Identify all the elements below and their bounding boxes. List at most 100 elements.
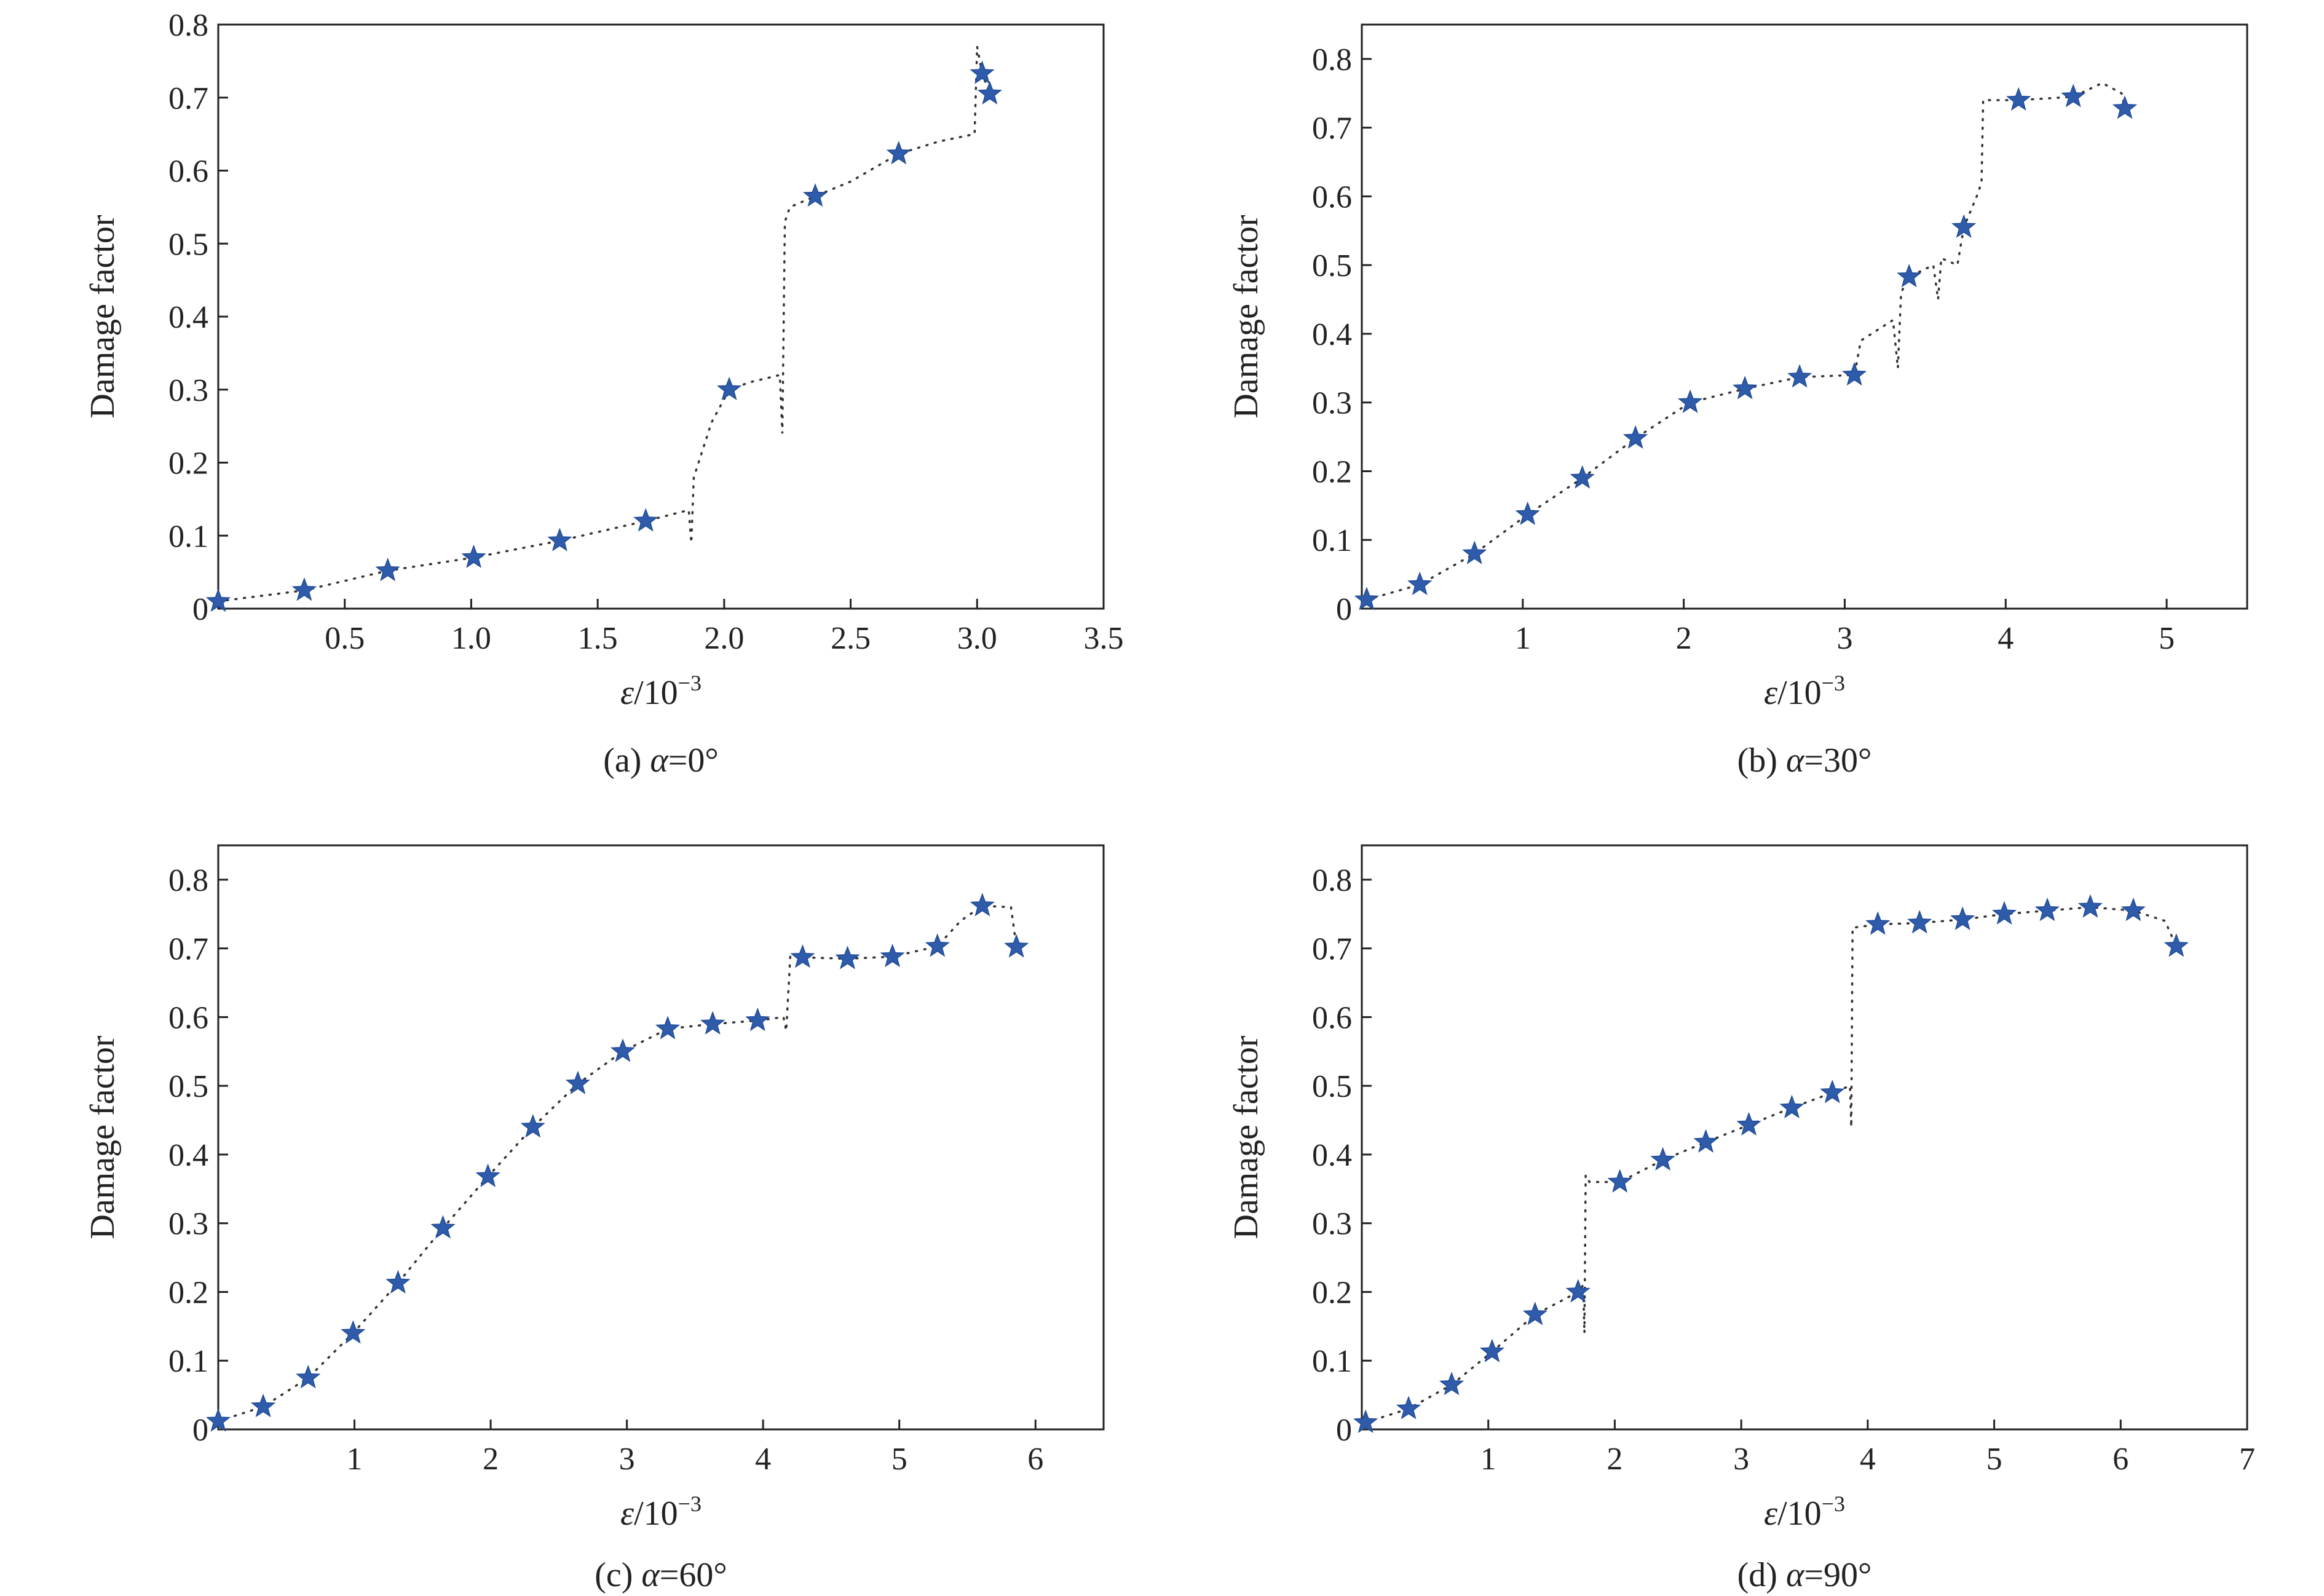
star-marker [341,1320,366,1344]
x-tick-label: 1.5 [578,621,618,656]
star-marker [1439,1372,1464,1396]
y-tick-label: 0.6 [1312,1000,1352,1035]
star-marker [1515,501,1540,526]
x-axis-unit: /10 [634,1495,678,1533]
x-axis-label: ε/10−3 [1764,671,1845,712]
x-axis-exponent: −3 [1822,671,1845,695]
damage-curve [1364,906,2178,1424]
x-tick-label: 1 [347,1442,363,1477]
x-axis-unit: /10 [634,674,678,712]
star-marker [925,933,950,957]
star-marker [475,1163,500,1187]
star-marker [1677,389,1703,413]
x-tick-label: 3.5 [1084,621,1124,656]
caption-prefix: (c) [595,1556,641,1594]
damage-curve [217,904,1018,1423]
star-marker [1842,361,1867,386]
x-tick-label: 2.5 [831,621,871,656]
curve-group [217,46,991,602]
star-marker [745,1007,770,1032]
star-marker [1736,1112,1761,1136]
star-marker [296,1365,321,1389]
x-axis-label: ε/10−3 [1764,1491,1845,1533]
damage-curve [1366,82,2126,601]
y-tick-label: 0.5 [1312,248,1352,283]
x-tick-label: 0.5 [325,621,365,656]
star-marker [610,1038,636,1062]
star-marker [1004,934,1029,958]
y-tick-label: 0.4 [1312,1138,1352,1173]
x-tick-label: 3 [1836,621,1852,656]
x-tick-label: 4 [1998,621,2014,656]
star-marker [2077,894,2103,918]
panel-caption: (d) α=90° [1737,1556,1872,1594]
curve-group [217,904,1018,1423]
x-tick-label: 5 [2159,621,2175,656]
y-tick-label: 0 [1336,1413,1352,1448]
caption-var: α [1786,741,1805,780]
x-axis-unit: /10 [1777,674,1822,712]
y-tick-label: 0 [1336,592,1352,627]
y-tick-label: 0.1 [168,1344,208,1379]
star-group [205,60,1002,612]
star-marker [1522,1302,1547,1325]
x-tick-label: 3 [619,1442,635,1477]
star-marker [802,183,828,207]
y-tick-label: 0.2 [1312,454,1352,489]
tick-group: 0 0.1 0.2 0.3 0.4 0.5 0.6 0.7 0.8 0.5 1.0 1.5 2.0 2.5… [168,8,1124,656]
x-tick-label: 4 [755,1442,771,1477]
y-axis-label: Damage factor [1227,1035,1265,1239]
y-tick-label: 0.1 [168,519,208,554]
star-marker [1354,587,1379,610]
y-tick-label: 0.2 [168,1275,208,1310]
star-marker [970,60,995,84]
star-marker [547,527,572,551]
y-axis-label: Damage factor [1227,215,1265,418]
star-marker [970,893,995,917]
star-marker [2112,95,2138,119]
star-marker [565,1070,590,1094]
star-marker [2164,933,2189,957]
x-tick-label: 6 [1027,1442,1043,1477]
chart-panel-b: 0 0.1 0.2 0.3 0.4 0.5 0.6 0.7 0.8 1 2 3 4 5 Damage fa… [1227,23,2248,780]
x-tick-label: 1 [1480,1442,1496,1477]
star-marker [1622,425,1648,449]
y-tick-label: 0.3 [168,1207,208,1242]
x-tick-label: 3.0 [957,621,997,656]
x-axis-var: ε [1764,1495,1778,1533]
caption-var: α [1786,1556,1805,1594]
star-group [1354,84,2138,610]
y-tick-label: 0.6 [168,154,208,189]
x-axis-exponent: −3 [1822,1491,1845,1516]
y-tick-label: 0.2 [1312,1275,1352,1310]
star-marker [205,1408,231,1432]
x-tick-label: 7 [2239,1442,2255,1477]
y-tick-label: 0.7 [1312,111,1352,146]
x-tick-label: 2 [1607,1442,1622,1477]
x-tick-label: 1.0 [451,621,491,656]
caption-value: =60° [660,1556,727,1594]
star-marker [1897,264,1922,288]
star-marker [1787,364,1812,388]
y-tick-label: 0.8 [168,863,208,898]
star-marker [250,1393,276,1418]
y-tick-label: 0.1 [1312,523,1352,558]
star-marker [1353,1409,1378,1433]
star-group [205,893,1029,1432]
x-axis-label: ε/10−3 [620,671,702,712]
star-marker [700,1011,725,1035]
star-marker [1865,911,1891,935]
panel-caption: (b) α=30° [1737,741,1872,780]
damage-curve [217,46,991,602]
star-marker [1991,901,2017,925]
y-tick-label: 0.4 [168,300,208,335]
x-axis-var: ε [1764,674,1778,712]
tick-group: 0 0.1 0.2 0.3 0.4 0.5 0.6 0.7 0.8 1 2 3 4 5 [1312,42,2175,656]
plot-frame [217,23,1105,610]
x-axis-var: ε [620,1495,634,1533]
x-tick-label: 1 [1515,621,1531,656]
star-group [1353,894,2189,1433]
y-tick-label: 0.8 [1312,42,1352,77]
y-tick-label: 0.5 [1312,1069,1352,1104]
x-axis-exponent: −3 [678,1491,702,1516]
